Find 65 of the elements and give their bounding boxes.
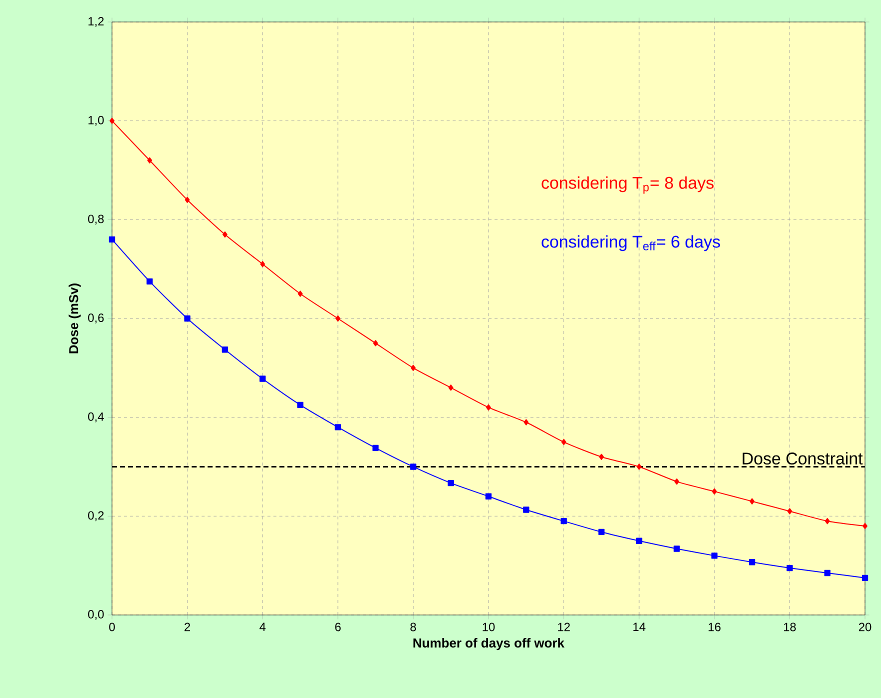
point [636, 464, 642, 470]
point [410, 364, 416, 371]
point [297, 402, 304, 408]
point [147, 157, 152, 164]
point [523, 506, 530, 513]
point [560, 518, 567, 524]
y-tick-label: 1,2 [88, 17, 104, 27]
point [184, 196, 190, 203]
x-tick-label: 4 [260, 622, 266, 631]
y-tick-label: 0,0 [88, 610, 104, 620]
point [786, 564, 793, 572]
point [824, 570, 830, 576]
x-tick-label: 16 [708, 622, 721, 632]
point [561, 438, 566, 446]
point [862, 522, 868, 530]
y-tick-label: 0,8 [88, 214, 104, 225]
point [222, 346, 228, 353]
x-tick-label: 18 [784, 622, 796, 632]
point [712, 488, 717, 495]
y-tick-label: 0,2 [88, 511, 104, 522]
point [298, 290, 303, 297]
point [108, 236, 116, 243]
point [260, 376, 266, 382]
point [486, 404, 491, 411]
point [448, 480, 454, 486]
point [787, 508, 792, 514]
y-axis-title: Dose (mSv) [68, 284, 81, 354]
text: considering T$_{eff}$= 6 days [542, 235, 720, 252]
x-tick-label: 0 [109, 622, 115, 632]
point [335, 315, 340, 322]
x-tick-label: 2 [184, 622, 190, 632]
point [750, 498, 754, 504]
x-tick-label: 8 [410, 622, 416, 632]
point [184, 315, 190, 322]
y-tick-label: 0,4 [88, 412, 104, 422]
point [674, 546, 680, 552]
point [372, 444, 379, 452]
point [373, 340, 378, 346]
point [110, 118, 114, 124]
point [711, 552, 718, 559]
x-tick-label: 12 [558, 622, 570, 632]
point [599, 454, 604, 460]
point [524, 419, 529, 426]
point [636, 538, 642, 544]
point [222, 231, 228, 238]
point [448, 384, 454, 391]
y-tick-label: 1,0 [88, 116, 104, 126]
x-tick-label: 14 [633, 622, 646, 631]
point [485, 493, 492, 500]
text: considering T$_{p}$= 8 days [542, 176, 714, 194]
point [748, 559, 756, 566]
x-axis-title: Number of days off work [413, 638, 564, 650]
point [260, 261, 266, 268]
point [824, 518, 830, 524]
x-tick-label: 20 [858, 622, 872, 632]
point [146, 278, 153, 285]
ref-line-label: Dose Constraint [742, 452, 863, 465]
point [674, 478, 680, 485]
x-tick-label: 10 [482, 622, 495, 632]
x-tick-label: 6 [335, 622, 341, 632]
y-tick-label: 0,6 [88, 314, 104, 324]
point [410, 464, 416, 470]
point [862, 574, 868, 582]
point [334, 424, 341, 430]
point [598, 528, 605, 536]
